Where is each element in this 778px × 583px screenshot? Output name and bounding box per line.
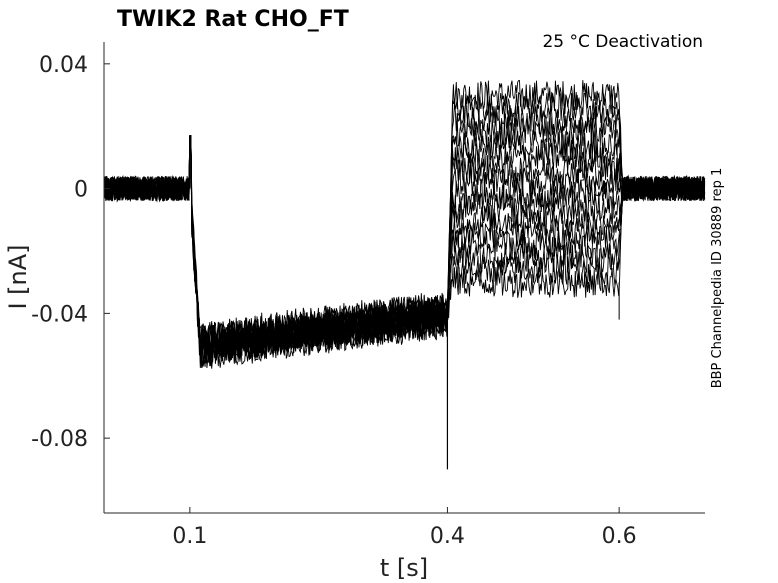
y-tick-label: 0	[74, 178, 88, 203]
traces-group	[103, 80, 706, 470]
x-tick-label: 0.4	[430, 524, 465, 549]
trace-line	[103, 135, 706, 350]
x-axis-label: t [s]	[380, 554, 428, 582]
side-label: BBP Channelpedia ID 30889 rep 1	[710, 168, 725, 389]
chart-title: TWIK2 Rat CHO_FT	[117, 7, 349, 32]
chart-annotation: 25 °C Deactivation	[542, 32, 703, 52]
y-axis-label: I [nA]	[4, 244, 32, 309]
y-tick-label: -0.04	[31, 302, 88, 327]
x-tick-label: 0.6	[602, 524, 637, 549]
x-ticks: 0.1 0.4 0.6	[172, 507, 637, 549]
trace-line	[103, 135, 706, 355]
y-ticks: 0.04 0 -0.04 -0.08	[31, 53, 110, 452]
x-tick-label: 0.1	[172, 524, 207, 549]
y-tick-label: 0.04	[39, 53, 88, 78]
y-tick-label: -0.08	[31, 427, 88, 452]
